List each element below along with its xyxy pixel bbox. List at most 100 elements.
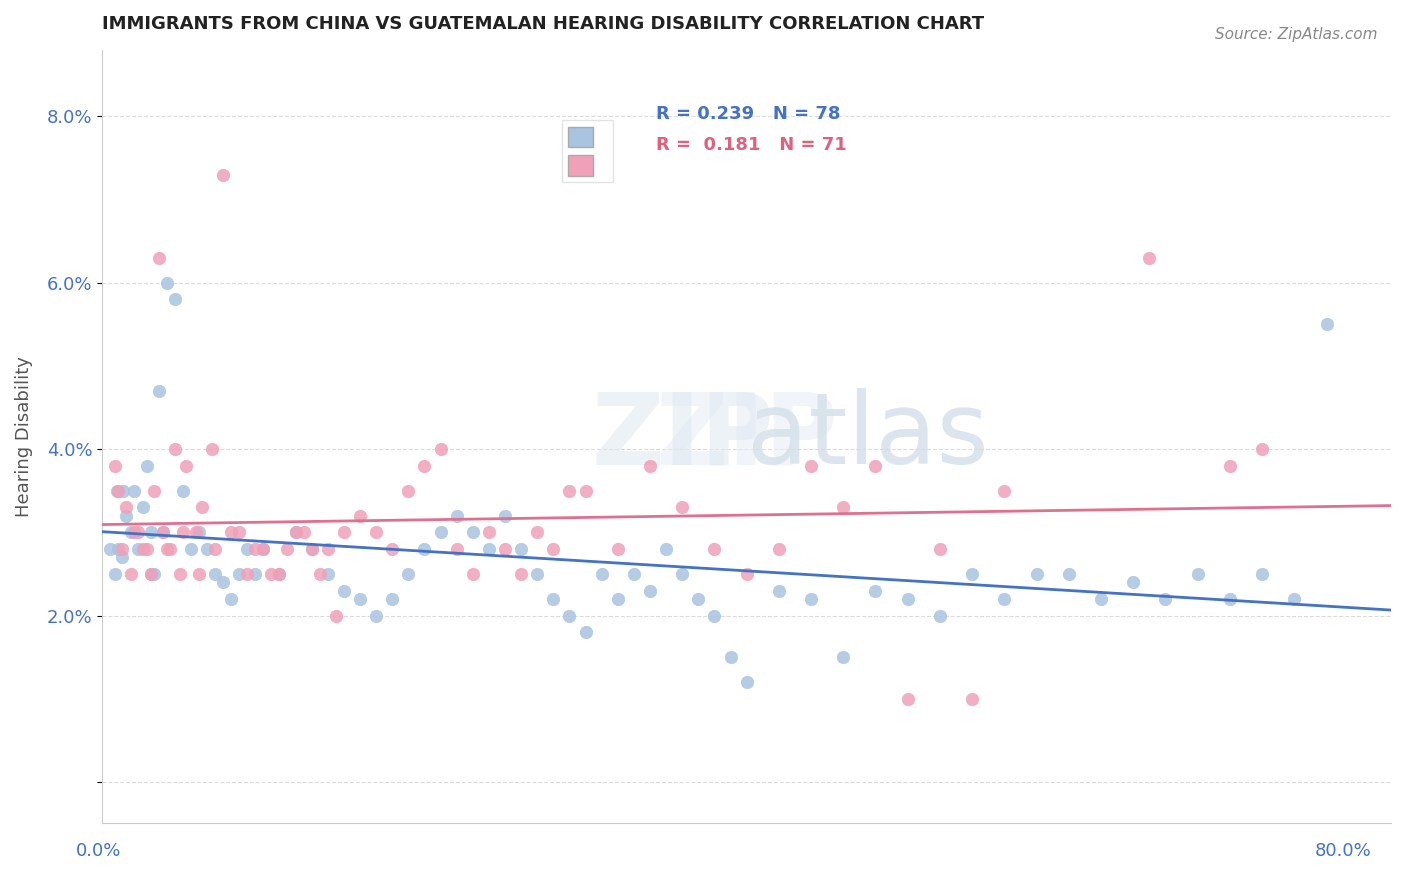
Point: [960, 691, 983, 706]
Text: atlas: atlas: [747, 388, 988, 485]
Point: [381, 591, 404, 606]
Point: [349, 591, 371, 606]
Point: [800, 591, 823, 606]
Point: [413, 458, 436, 473]
Point: [245, 541, 267, 556]
Point: [127, 541, 149, 556]
Point: [558, 483, 581, 498]
Point: [1284, 591, 1306, 606]
Point: [510, 541, 533, 556]
Point: [139, 525, 162, 540]
Legend: , : ,: [561, 120, 613, 182]
Point: [245, 566, 267, 581]
Point: [169, 566, 191, 581]
Point: [1219, 458, 1241, 473]
Point: [110, 550, 132, 565]
Text: Source: ZipAtlas.com: Source: ZipAtlas.com: [1215, 27, 1378, 42]
Point: [184, 525, 207, 540]
Point: [219, 591, 242, 606]
Point: [396, 566, 419, 581]
Text: IMMIGRANTS FROM CHINA VS GUATEMALAN HEARING DISABILITY CORRELATION CHART: IMMIGRANTS FROM CHINA VS GUATEMALAN HEAR…: [103, 15, 984, 33]
Point: [735, 566, 758, 581]
Point: [201, 442, 224, 457]
Y-axis label: Hearing Disability: Hearing Disability: [15, 356, 32, 517]
Point: [284, 525, 307, 540]
Point: [131, 541, 153, 556]
Point: [381, 541, 404, 556]
Point: [671, 566, 693, 581]
Point: [163, 442, 186, 457]
Point: [960, 566, 983, 581]
Point: [204, 566, 226, 581]
Point: [191, 500, 214, 515]
Point: [236, 541, 259, 556]
Point: [301, 541, 323, 556]
Point: [316, 541, 339, 556]
Point: [136, 541, 159, 556]
Point: [1251, 442, 1274, 457]
Point: [219, 525, 242, 540]
Point: [1057, 566, 1080, 581]
Point: [148, 384, 170, 398]
Point: [139, 566, 162, 581]
Point: [172, 525, 194, 540]
Point: [115, 500, 138, 515]
Point: [105, 483, 128, 498]
Point: [136, 458, 159, 473]
Point: [156, 276, 179, 290]
Point: [148, 251, 170, 265]
Point: [325, 608, 347, 623]
Point: [236, 566, 259, 581]
Point: [156, 541, 179, 556]
Point: [284, 525, 307, 540]
Point: [139, 566, 162, 581]
Point: [152, 525, 174, 540]
Point: [494, 541, 516, 556]
Point: [591, 566, 613, 581]
Point: [703, 541, 725, 556]
Point: [120, 525, 142, 540]
Point: [446, 508, 468, 523]
Point: [461, 525, 484, 540]
Point: [413, 541, 436, 556]
Text: 0.0%: 0.0%: [76, 842, 121, 860]
Point: [832, 650, 855, 665]
Text: atlas: atlas: [747, 388, 988, 485]
Point: [638, 583, 661, 598]
Point: [606, 591, 628, 606]
Point: [1219, 591, 1241, 606]
Point: [429, 442, 451, 457]
Point: [461, 566, 484, 581]
Point: [276, 541, 298, 556]
Point: [98, 541, 121, 556]
Point: [110, 541, 132, 556]
Point: [187, 525, 209, 540]
Point: [655, 541, 678, 556]
Point: [107, 541, 129, 556]
Point: [269, 566, 291, 581]
Point: [212, 168, 235, 182]
Point: [446, 541, 468, 556]
Point: [993, 483, 1015, 498]
Point: [865, 583, 887, 598]
Point: [131, 500, 153, 515]
Point: [364, 608, 387, 623]
Point: [120, 566, 142, 581]
Point: [152, 525, 174, 540]
Point: [252, 541, 274, 556]
Point: [159, 541, 181, 556]
Point: [574, 625, 596, 640]
Point: [124, 525, 146, 540]
Point: [543, 591, 565, 606]
Point: [478, 541, 501, 556]
Point: [1251, 566, 1274, 581]
Point: [174, 458, 197, 473]
Point: [292, 525, 315, 540]
Text: ZIP: ZIP: [592, 388, 775, 485]
Point: [897, 691, 920, 706]
Point: [163, 293, 186, 307]
Point: [124, 483, 146, 498]
Point: [1187, 566, 1209, 581]
Text: 80.0%: 80.0%: [1315, 842, 1371, 860]
Point: [112, 483, 135, 498]
